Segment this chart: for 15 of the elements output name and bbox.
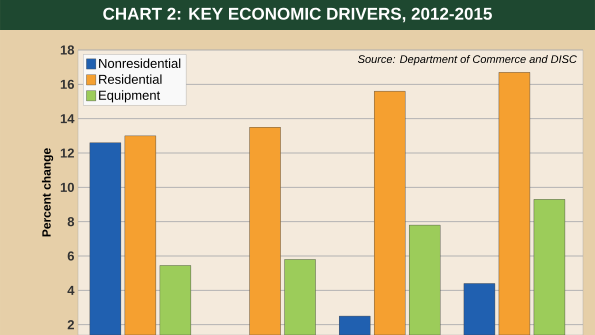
- y-tick-label: 10: [60, 182, 74, 192]
- y-tick-label: 2: [68, 320, 74, 330]
- chart-title: CHART 2: KEY ECONOMIC DRIVERS, 2012-2015: [103, 8, 492, 22]
- y-tick-label: 14: [60, 114, 74, 124]
- y-tick-label: 12: [60, 148, 74, 158]
- y-tick-label: 18: [60, 45, 74, 55]
- y-tick-label: 4: [67, 286, 74, 295]
- y-axis-title: Percent change: [42, 148, 54, 236]
- legend-label: Residential: [99, 74, 162, 84]
- y-tick-label: 8: [68, 217, 74, 226]
- annotation: Source: Department of Commerce and DISC: [358, 54, 577, 66]
- y-tick-label: 6: [68, 251, 74, 261]
- legend-label: Nonresidential: [99, 58, 180, 68]
- legend-label: Equipment: [99, 90, 160, 102]
- y-tick-label: 16: [60, 80, 74, 89]
